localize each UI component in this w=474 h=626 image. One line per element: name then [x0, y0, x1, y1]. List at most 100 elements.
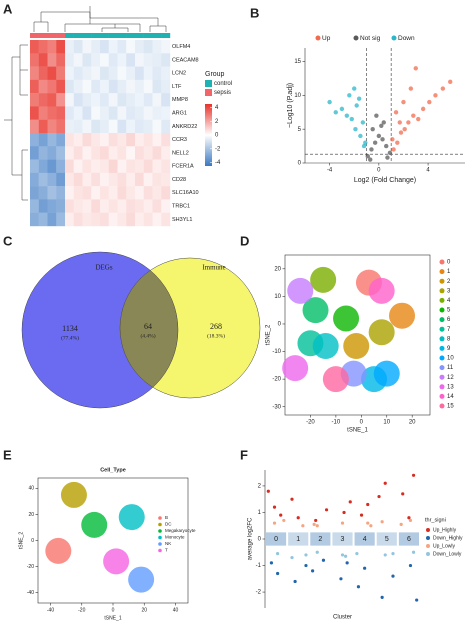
heatmap-cell: [91, 119, 101, 134]
gene-label: OLFM4: [172, 44, 190, 50]
legend-dot: [439, 297, 445, 303]
heatmap-cell: [117, 119, 127, 134]
legend-dot: [439, 336, 445, 342]
heatmap-cell: [135, 133, 144, 147]
heatmap-cell: [161, 53, 171, 67]
legend-label: Down: [398, 35, 415, 42]
point: [383, 481, 387, 485]
legend-label: Megakaryocyte: [165, 528, 196, 533]
heatmap-cell: [65, 212, 74, 227]
point: [385, 155, 390, 160]
point: [380, 520, 384, 524]
heatmap-cell: [135, 53, 144, 67]
heatmap-cell: [73, 212, 83, 227]
point: [379, 123, 384, 128]
point: [359, 513, 364, 517]
heatmap-cell: [91, 106, 101, 120]
gene-label: MMP8: [172, 97, 188, 103]
heatmap-cell: [56, 119, 66, 134]
heatmap-cell: [91, 79, 101, 94]
heatmap-cell: [47, 199, 57, 213]
heatmap-cell: [91, 199, 101, 213]
point: [356, 585, 361, 589]
heatmap-cell: [38, 212, 48, 227]
point: [411, 550, 416, 554]
heatmap-cell: [161, 93, 171, 107]
heatmap-cell: [161, 186, 171, 200]
heatmap-cell: [143, 40, 153, 54]
point: [420, 106, 426, 112]
point: [407, 516, 411, 520]
heatmap-cell: [73, 186, 83, 200]
heatmap-cell: [143, 79, 153, 94]
heatmap-cell: [117, 199, 127, 213]
heatmap-cell: [65, 172, 74, 187]
heatmap-cell: [100, 159, 109, 174]
legend-label: Up_Highly: [433, 527, 457, 533]
heatmap-cell: [126, 119, 136, 134]
heatmap-cell: [30, 172, 39, 187]
heatmap-cell: [152, 159, 162, 174]
cluster-tile: [332, 532, 353, 546]
legend-label: 7: [447, 327, 451, 333]
heatmap-cell: [126, 40, 136, 54]
heatmap-cell: [117, 40, 127, 54]
legend-dot: [158, 522, 162, 527]
x-tick-label: -20: [78, 607, 85, 613]
cluster-point: [282, 355, 309, 382]
heatmap-cell: [91, 146, 101, 160]
colorbar-label: -2: [215, 146, 221, 152]
heatmap-cell: [30, 79, 39, 94]
heatmap-cell: [152, 199, 162, 213]
heatmap-cell: [30, 93, 39, 107]
point: [401, 492, 405, 496]
heatmap-cell: [30, 66, 39, 81]
cluster-point: [302, 297, 329, 324]
heatmap-cell: [38, 79, 48, 94]
heatmap-cell: [143, 146, 153, 160]
heatmap-cell: [65, 199, 74, 213]
cluster-label: 3: [341, 536, 345, 543]
x-axis-label: Log2 (Fold Change): [354, 177, 416, 184]
heatmap-cell: [100, 66, 109, 81]
heatmap-cell: [143, 212, 153, 227]
point: [448, 79, 453, 85]
heatmap-cell: [56, 199, 66, 213]
panel-letter: C: [3, 233, 13, 248]
legend-label: Not sig: [360, 35, 381, 42]
heatmap-cell: [108, 199, 118, 213]
heatmap-cell: [126, 66, 136, 81]
heatmap-cell: [108, 93, 118, 107]
heatmap-cell: [73, 53, 83, 67]
heatmap-cell: [152, 133, 162, 147]
heatmap-cell: [65, 53, 74, 67]
y-tick-label: -40: [27, 590, 34, 596]
venn-outline: [119, 257, 261, 399]
heatmap-cell: [47, 79, 57, 94]
heatmap-cell: [143, 119, 153, 134]
heatmap-cell: [82, 159, 92, 174]
heatmap-cell: [117, 212, 127, 227]
legend-dot: [439, 288, 445, 294]
point: [383, 553, 387, 557]
heatmap-cell: [47, 133, 57, 147]
heatmap-cell: [126, 159, 136, 174]
heatmap-cell: [73, 40, 83, 54]
group-bar-cell: [47, 33, 57, 38]
heatmap-cell: [65, 186, 74, 200]
point: [354, 103, 359, 108]
legend-label: 3: [447, 288, 451, 294]
point: [380, 595, 384, 599]
heatmap-cell: [100, 79, 109, 94]
legend-dot: [353, 35, 359, 41]
point: [416, 116, 421, 122]
heatmap-cell: [152, 212, 162, 227]
y-axis-label: −Log10 (P.adj): [287, 83, 294, 128]
legend-dot: [439, 317, 445, 323]
heatmap-cell: [126, 79, 136, 94]
y-tick-label: 15: [294, 59, 301, 65]
heatmap-cell: [108, 53, 118, 67]
legend-dot: [158, 529, 162, 533]
colorbar-label: 2: [215, 119, 219, 125]
heatmap-cell: [38, 119, 48, 134]
